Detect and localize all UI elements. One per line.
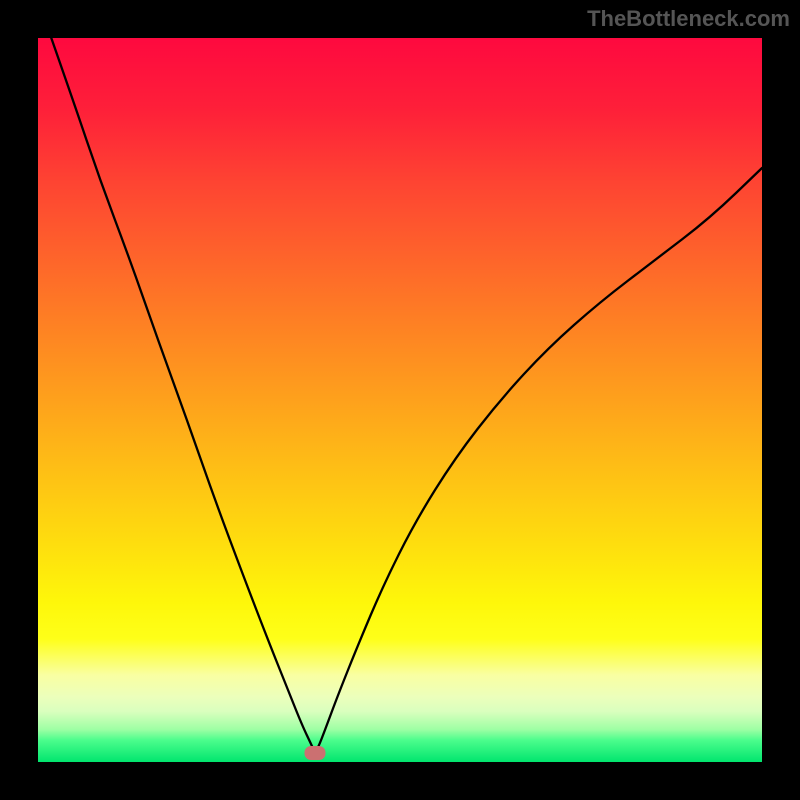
bottleneck-chart [0,0,800,800]
chart-container: TheBottleneck.com [0,0,800,800]
plot-gradient-background [38,38,762,762]
watermark-text: TheBottleneck.com [587,6,790,32]
bottleneck-marker [305,747,325,760]
